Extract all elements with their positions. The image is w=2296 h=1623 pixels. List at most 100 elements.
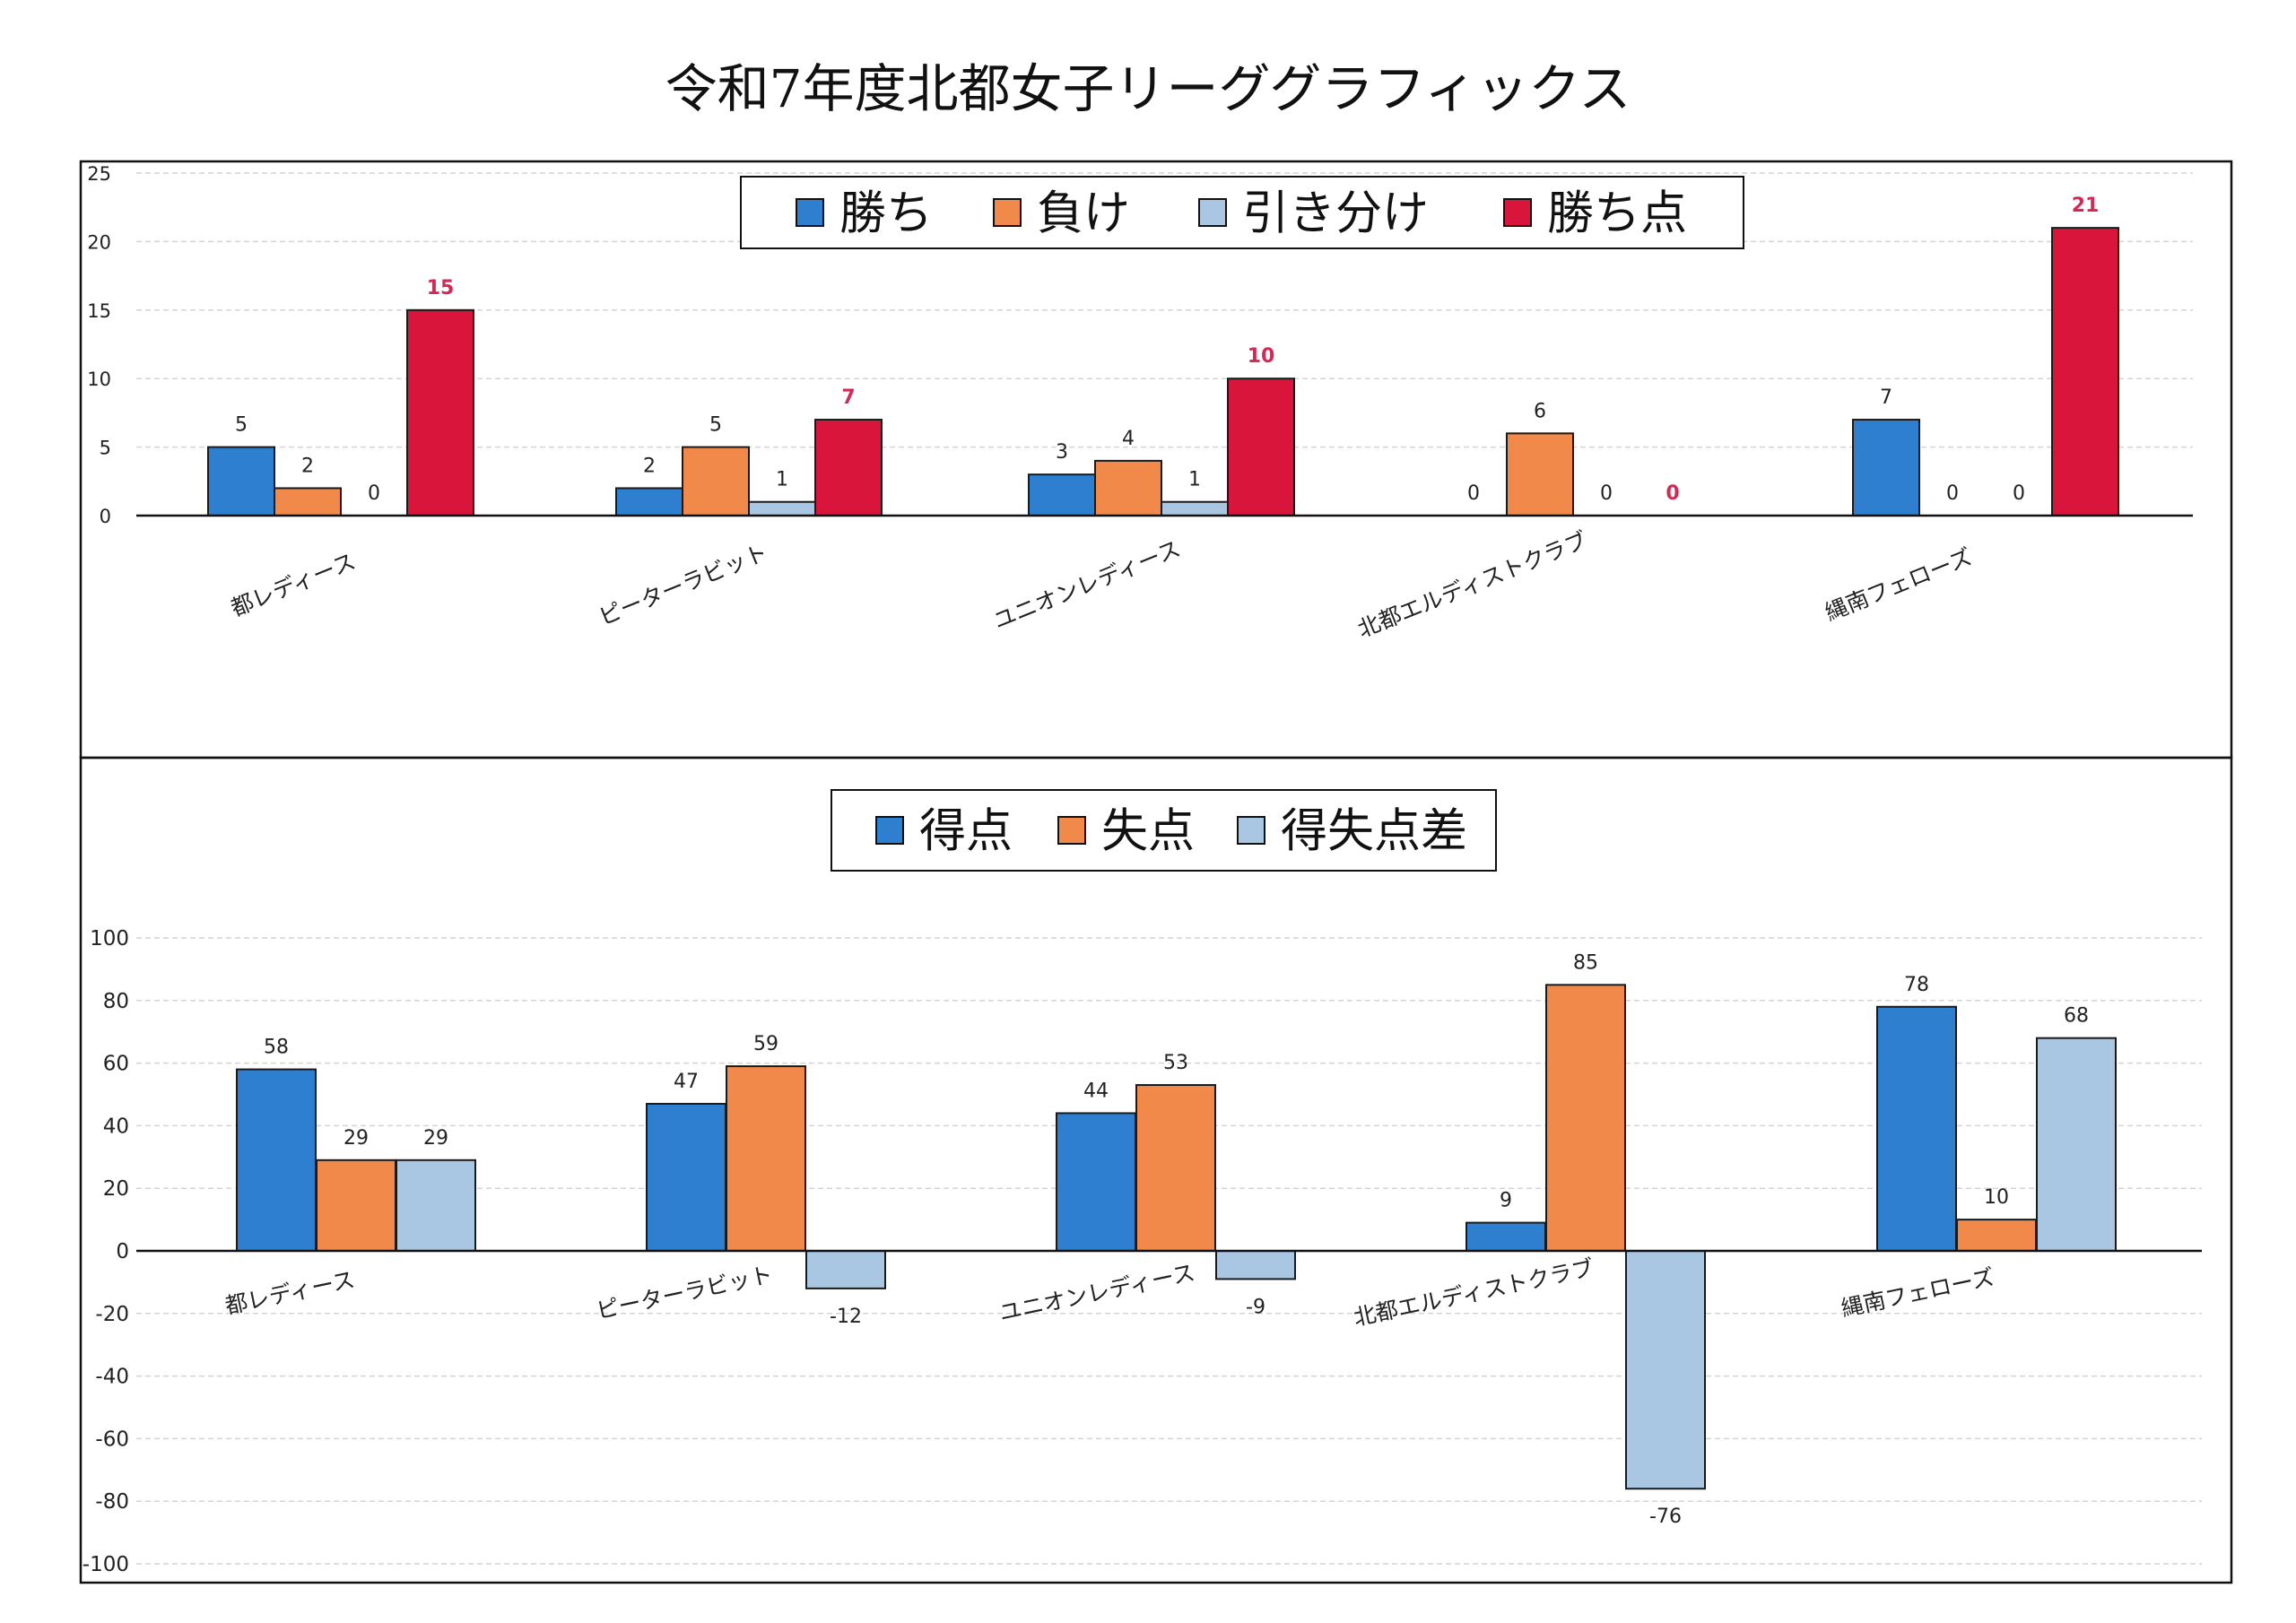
chart2-data-label: 29 [344, 1127, 369, 1150]
chart2-legend-label: 得点 [919, 805, 1013, 859]
chart1-data-label: 21 [2072, 195, 2100, 217]
chart1-legend-label: 引き分け [1242, 187, 1429, 241]
chart2-legend [831, 789, 1497, 872]
chart2-legend-swatch [875, 816, 904, 845]
chart2-legend-swatch [1057, 816, 1086, 845]
chart2-data-label: 58 [264, 1037, 289, 1059]
chart2-data-label: -9 [1246, 1296, 1265, 1318]
chart2-legend-label: 得失点差 [1281, 805, 1467, 859]
chart1-data-label: 6 [1534, 400, 1546, 422]
chart2-y-tick-label: 60 [103, 1053, 129, 1076]
chart2-data-label: 59 [753, 1033, 778, 1055]
chart1-y-tick-label: 0 [100, 506, 111, 527]
chart1-y-tick-label: 15 [87, 300, 111, 322]
chart2-category-label: 都レディース [222, 1266, 357, 1319]
chart2-bar [1625, 1250, 1706, 1490]
chart1-legend [740, 176, 1744, 249]
chart2-data-label: 53 [1163, 1052, 1188, 1074]
chart2-data-label: 10 [1984, 1186, 2009, 1209]
chart2-bar [726, 1065, 806, 1252]
chart1-bar [615, 487, 683, 517]
chart1-legend-label: 負け [1037, 187, 1130, 241]
chart1-data-label: 0 [368, 482, 380, 505]
chart1-bar [274, 487, 342, 517]
chart1-legend-label: 勝ち点 [1547, 187, 1687, 241]
chart1-data-label: 4 [1122, 428, 1135, 450]
chart1-y-tick-label: 20 [87, 231, 111, 253]
chart1-data-label: 0 [1467, 482, 1480, 505]
chart2-bar [396, 1159, 476, 1253]
chart2-bar [1956, 1219, 2037, 1252]
chart1-bar [1094, 459, 1162, 517]
chart2-y-tick-label: -80 [95, 1490, 129, 1514]
chart2-bar [805, 1250, 886, 1289]
chart2-bar [1545, 984, 1626, 1252]
chart1-data-label: 7 [1880, 386, 1892, 409]
chart1-bar [1506, 432, 1574, 517]
chart1-data-label: 5 [235, 414, 248, 437]
chart2-bar [236, 1068, 317, 1252]
chart1-legend-swatch [993, 198, 1022, 227]
chart2-data-label: -76 [1649, 1506, 1682, 1528]
chart1-y-tick-label: 5 [100, 438, 111, 459]
chart2-bar [1135, 1084, 1216, 1253]
chart1-data-label: 1 [1188, 469, 1201, 491]
chart1-bar [2051, 227, 2119, 516]
chart2-category-label: 縄南フェローズ [1839, 1263, 1996, 1321]
chart1-y-tick-label: 10 [87, 369, 111, 390]
chart2-legend-label: 失点 [1101, 805, 1195, 859]
chart1-legend-swatch [1198, 198, 1227, 227]
chart2-y-tick-label: -60 [95, 1428, 129, 1451]
chart2-data-label: 68 [2064, 1005, 2089, 1028]
chart1-bar [814, 419, 883, 517]
chart1-data-label: 2 [301, 455, 314, 477]
chart1-bar [1227, 378, 1295, 517]
chart2-y-tick-label: -40 [95, 1366, 129, 1389]
chart2-bar [1876, 1005, 1957, 1253]
chart2-y-tick-label: 0 [116, 1240, 129, 1263]
chart1-data-label: 0 [2013, 482, 2025, 505]
chart1-data-label: 1 [776, 469, 788, 491]
chart1-legend-swatch [1503, 198, 1532, 227]
chart1-data-label: 0 [1946, 482, 1959, 505]
chart1-bar [406, 308, 474, 516]
chart1-bar [748, 500, 816, 516]
chart2-category-label: ユニオンレディース [997, 1259, 1197, 1326]
chart1-bar [207, 446, 275, 517]
chart1-category-label: ピーターラビット [596, 539, 771, 630]
chart1-bar [1161, 500, 1229, 516]
chart2-data-label: 29 [423, 1127, 448, 1150]
chart2-bar [1215, 1250, 1296, 1280]
chart2-data-label: -12 [830, 1306, 862, 1328]
chart2-y-tick-label: 40 [103, 1115, 129, 1138]
chart2-data-label: 9 [1500, 1190, 1512, 1212]
chart1-data-label: 15 [427, 277, 455, 299]
chart2-data-label: 44 [1083, 1080, 1109, 1102]
chart2-data-label: 85 [1573, 951, 1598, 974]
chart1-data-label: 7 [841, 386, 855, 409]
chart1-data-label: 0 [1665, 482, 1679, 505]
chart2-y-tick-label: -20 [95, 1303, 129, 1326]
chart1-data-label: 2 [643, 455, 656, 477]
chart1-legend-swatch [796, 198, 824, 227]
chart2-category-label: 北都エルディストクラブ [1352, 1254, 1596, 1331]
chart1-data-label: 3 [1056, 441, 1068, 464]
chart2-y-tick-label: 80 [103, 990, 129, 1013]
chart1-bar [1028, 473, 1096, 516]
chart1-bar [682, 446, 750, 517]
chart1-data-label: 10 [1248, 345, 1275, 368]
chart2-frame [79, 756, 2233, 1584]
chart2-bar [1465, 1221, 1546, 1252]
chart1-y-tick-label: 25 [87, 163, 111, 185]
page-title: 令和7年度北都女子リーググラフィックス [665, 58, 1631, 119]
chart2-y-tick-label: -100 [83, 1553, 129, 1576]
chart2-y-tick-label: 20 [103, 1177, 129, 1201]
chart1-category-label: 縄南フェローズ [1822, 543, 1976, 626]
chart1-category-label: 都レディース [227, 548, 359, 621]
chart1-category-label: 北都エルディストクラブ [1354, 526, 1591, 642]
chart1-bar [1852, 419, 1920, 517]
chart2-data-label: 78 [1904, 974, 1929, 996]
chart2-bar [646, 1102, 726, 1252]
chart2-bar [2036, 1037, 2117, 1253]
